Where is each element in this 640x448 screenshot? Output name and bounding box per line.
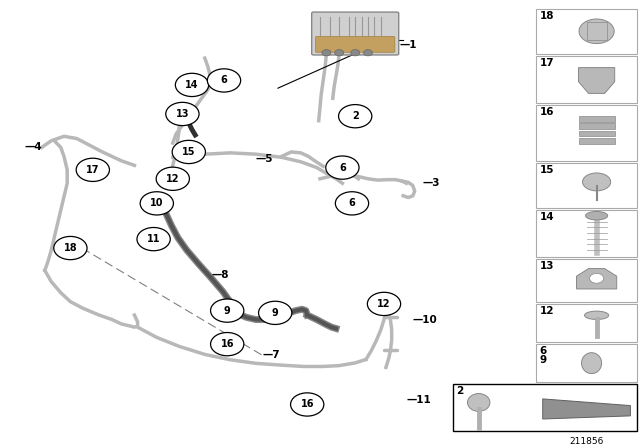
Circle shape bbox=[367, 292, 401, 315]
Circle shape bbox=[326, 156, 359, 179]
Text: —7: —7 bbox=[262, 350, 280, 360]
Ellipse shape bbox=[468, 393, 490, 411]
Circle shape bbox=[211, 332, 244, 356]
FancyBboxPatch shape bbox=[312, 12, 399, 55]
Ellipse shape bbox=[584, 311, 609, 319]
Bar bbox=[586, 22, 607, 40]
Circle shape bbox=[335, 192, 369, 215]
Text: 11: 11 bbox=[147, 234, 161, 244]
Bar bbox=[453, 384, 637, 431]
Bar bbox=[536, 259, 637, 302]
Circle shape bbox=[140, 192, 173, 215]
Text: 14: 14 bbox=[540, 212, 554, 222]
Bar bbox=[579, 124, 614, 129]
Bar bbox=[579, 116, 614, 122]
Circle shape bbox=[589, 273, 604, 283]
Text: —4: —4 bbox=[24, 142, 42, 152]
Text: 6: 6 bbox=[349, 198, 355, 208]
Text: —10: —10 bbox=[413, 314, 438, 324]
Circle shape bbox=[364, 50, 372, 56]
Bar bbox=[579, 138, 614, 143]
Text: 12: 12 bbox=[377, 299, 391, 309]
Circle shape bbox=[322, 50, 331, 56]
Text: 2: 2 bbox=[352, 111, 358, 121]
Ellipse shape bbox=[579, 19, 614, 43]
Bar bbox=[579, 131, 614, 136]
Circle shape bbox=[211, 299, 244, 322]
Text: 17: 17 bbox=[86, 165, 100, 175]
Text: 16: 16 bbox=[300, 400, 314, 409]
Polygon shape bbox=[543, 399, 630, 419]
Bar bbox=[536, 304, 637, 342]
FancyBboxPatch shape bbox=[316, 36, 395, 52]
Text: 6
9: 6 9 bbox=[540, 346, 547, 365]
Text: 14: 14 bbox=[185, 80, 199, 90]
Text: 15: 15 bbox=[182, 147, 196, 157]
Circle shape bbox=[339, 104, 372, 128]
Text: —8: —8 bbox=[211, 270, 228, 280]
Circle shape bbox=[335, 50, 344, 56]
Text: —3: —3 bbox=[422, 178, 440, 188]
Text: 10: 10 bbox=[150, 198, 164, 208]
Text: 18: 18 bbox=[63, 243, 77, 253]
Text: 12: 12 bbox=[540, 306, 554, 316]
Circle shape bbox=[291, 393, 324, 416]
Text: 211856: 211856 bbox=[570, 437, 604, 446]
Circle shape bbox=[351, 50, 360, 56]
Ellipse shape bbox=[582, 173, 611, 191]
Ellipse shape bbox=[582, 353, 602, 374]
Bar bbox=[536, 344, 637, 382]
Bar bbox=[536, 56, 637, 103]
Text: 9: 9 bbox=[272, 308, 278, 318]
Bar bbox=[536, 9, 637, 54]
Polygon shape bbox=[577, 268, 617, 289]
Bar bbox=[536, 210, 637, 257]
Ellipse shape bbox=[586, 211, 607, 220]
Circle shape bbox=[54, 237, 87, 260]
Text: 13: 13 bbox=[540, 261, 554, 271]
Text: 13: 13 bbox=[175, 109, 189, 119]
Text: 17: 17 bbox=[540, 58, 554, 68]
Circle shape bbox=[166, 102, 199, 125]
Text: —1: —1 bbox=[400, 40, 417, 50]
Text: —5: —5 bbox=[256, 154, 273, 164]
Text: 2: 2 bbox=[456, 386, 463, 396]
Text: 15: 15 bbox=[540, 165, 554, 175]
Text: 16: 16 bbox=[220, 339, 234, 349]
Text: 12: 12 bbox=[166, 174, 180, 184]
Circle shape bbox=[172, 140, 205, 164]
Text: 6: 6 bbox=[221, 75, 227, 86]
Circle shape bbox=[137, 228, 170, 251]
Text: 9: 9 bbox=[224, 306, 230, 316]
Circle shape bbox=[76, 158, 109, 181]
Circle shape bbox=[259, 301, 292, 324]
Bar bbox=[536, 105, 637, 161]
Text: 6: 6 bbox=[339, 163, 346, 172]
Circle shape bbox=[207, 69, 241, 92]
Polygon shape bbox=[579, 68, 614, 94]
Text: 18: 18 bbox=[540, 11, 554, 21]
Bar bbox=[536, 163, 637, 208]
Text: 16: 16 bbox=[540, 107, 554, 117]
Text: —11: —11 bbox=[406, 395, 431, 405]
Circle shape bbox=[156, 167, 189, 190]
Circle shape bbox=[175, 73, 209, 96]
